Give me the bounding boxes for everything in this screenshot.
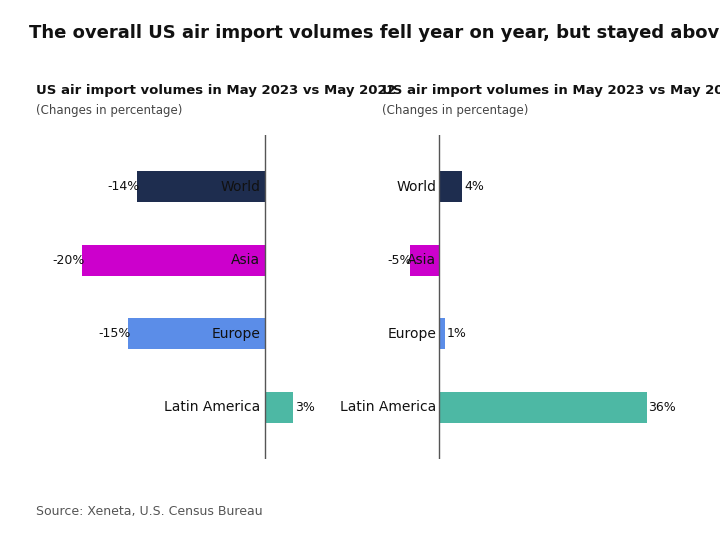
Bar [137,171,265,202]
Text: -15%: -15% [98,327,130,340]
Text: (Changes in percentage): (Changes in percentage) [36,104,182,117]
Text: US air import volumes in May 2023 vs May 2022: US air import volumes in May 2023 vs May… [36,84,396,97]
Text: Asia: Asia [408,253,436,267]
Text: Asia: Asia [231,253,261,267]
Text: -5%: -5% [387,254,412,267]
Text: Latin America: Latin America [164,401,261,415]
Text: -14%: -14% [107,180,140,193]
Text: US air import volumes in May 2023 vs May 2019: US air import volumes in May 2023 vs May… [382,84,720,97]
Text: 3%: 3% [295,401,315,414]
Bar [82,245,265,275]
Text: -20%: -20% [52,254,84,267]
Text: The overall US air import volumes fell year on year, but stayed above 2019 level: The overall US air import volumes fell y… [29,24,720,42]
Bar [410,245,439,275]
Text: Europe: Europe [212,327,261,341]
Text: (Changes in percentage): (Changes in percentage) [382,104,528,117]
Bar [265,392,292,423]
Text: 4%: 4% [464,180,484,193]
Text: 1%: 1% [446,327,467,340]
Bar [439,171,462,202]
Bar [127,319,265,349]
Text: Source: Xeneta, U.S. Census Bureau: Source: Xeneta, U.S. Census Bureau [36,505,263,518]
Bar [439,319,445,349]
Bar [439,392,647,423]
Text: Latin America: Latin America [340,401,436,415]
Text: Europe: Europe [387,327,436,341]
Text: World: World [220,179,261,193]
Text: 36%: 36% [648,401,676,414]
Text: World: World [396,179,436,193]
